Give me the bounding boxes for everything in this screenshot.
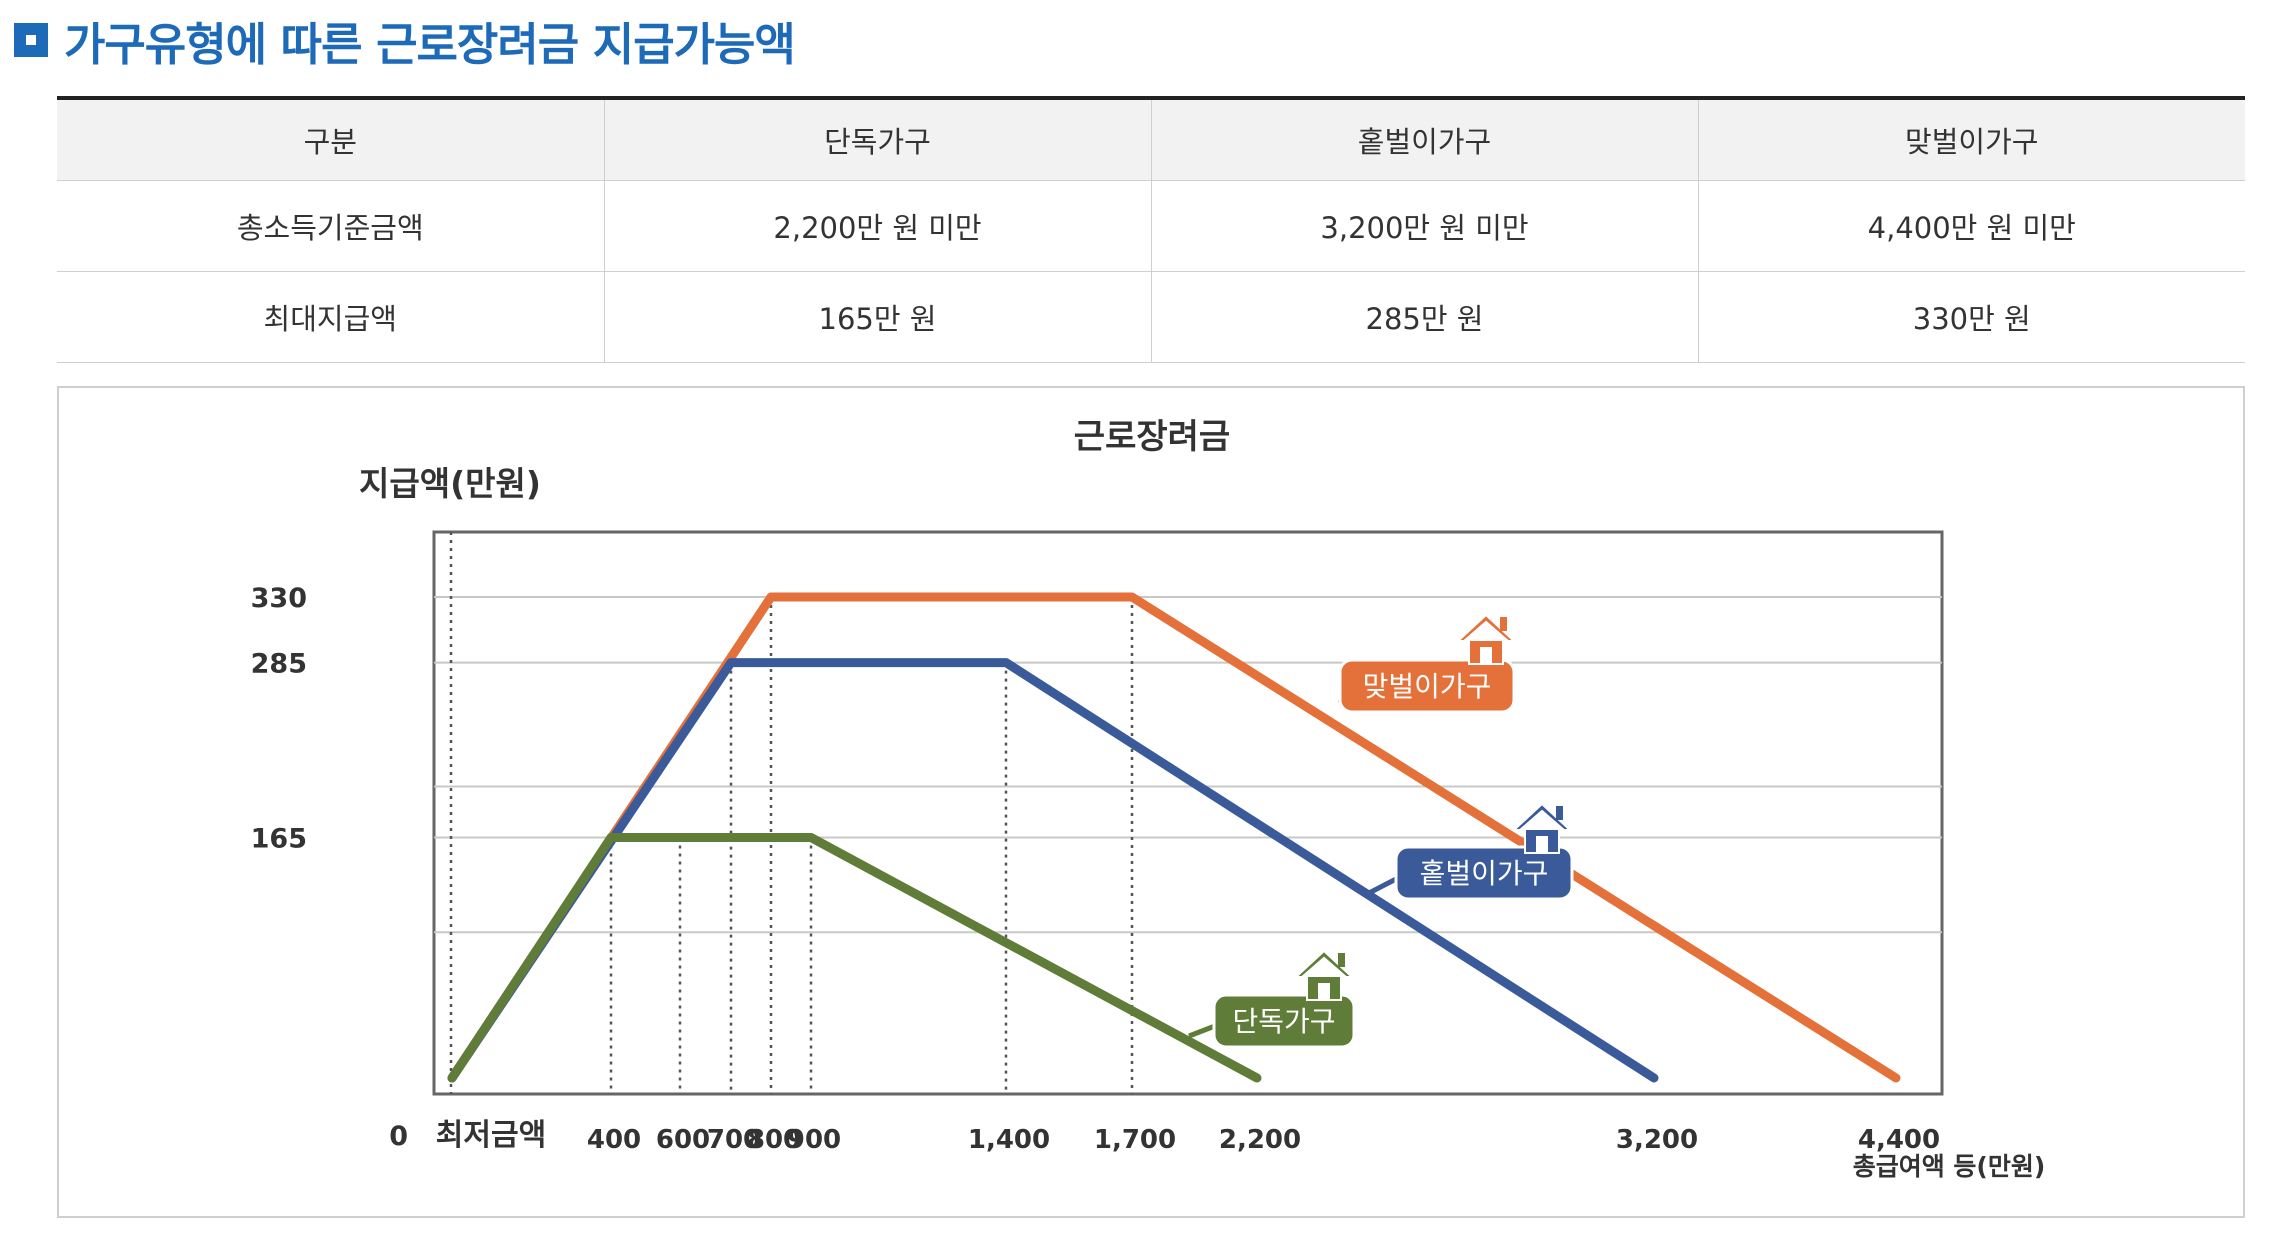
x-tick-label: 600	[656, 1125, 710, 1155]
series-label: 맞벌이가구	[1337, 613, 1517, 714]
x-axis-title: 총급여액 등(만원)	[1853, 1152, 2046, 1181]
leader-line	[1367, 875, 1400, 896]
row-label-income: 총소득기준금액	[57, 180, 604, 272]
x-tick-label: 700	[707, 1125, 761, 1155]
row-label-max-payment: 최대지급액	[57, 271, 604, 363]
house-roof	[1511, 802, 1573, 831]
plot-frame	[432, 530, 1944, 1096]
x-tick-label: 400	[587, 1125, 641, 1155]
series-label: 단독가구	[1188, 949, 1356, 1049]
house-chimney	[1338, 953, 1345, 967]
label-pill	[1338, 658, 1516, 714]
label-pill	[1394, 845, 1574, 901]
table-cell: 165만 원	[603, 271, 1151, 363]
table-cell: 2,200만 원 미만	[603, 180, 1151, 272]
x-tick-label: 3,200	[1616, 1125, 1698, 1155]
house-roof	[1455, 613, 1517, 642]
series-line	[447, 833, 1262, 1083]
house-chimney	[1556, 806, 1563, 820]
y-tick-label: 330	[251, 583, 307, 614]
x-tick-label: 800	[747, 1125, 801, 1155]
x-origin-label: 0	[389, 1121, 408, 1152]
header-single-earner: 홑벌이가구	[1150, 98, 1698, 181]
household-type-table: 구분 단독가구 홑벌이가구 맞벌이가구 총소득기준금액 2,200만 원 미만 …	[57, 96, 2245, 363]
x-min-label: 최저금액	[436, 1118, 546, 1153]
house-icon	[1455, 613, 1517, 665]
house-icon	[1293, 949, 1355, 1001]
table-cell: 330만 원	[1697, 271, 2245, 363]
table-cell: 3,200만 원 미만	[1150, 180, 1698, 272]
section-title: 가구유형에 따른 근로장려금 지급가능액	[14, 8, 796, 72]
house-roof	[1293, 949, 1355, 978]
series-name: 단독가구	[1232, 1005, 1335, 1038]
table-cell: 285만 원	[1150, 271, 1698, 363]
reference-lines	[449, 532, 1134, 1094]
x-tick-label: 1,700	[1094, 1125, 1176, 1155]
series-lines	[447, 592, 1901, 1083]
y-tick-label: 165	[251, 824, 307, 855]
leader-line	[1188, 1023, 1216, 1039]
series-name: 홑벌이가구	[1420, 857, 1549, 890]
y-tick-label: 285	[251, 649, 307, 680]
x-tick-label: 900	[787, 1125, 841, 1155]
house-icon	[1511, 802, 1573, 854]
table-header-row: 구분 단독가구 홑벌이가구 맞벌이가구	[57, 98, 2245, 181]
x-tick-label: 2,200	[1219, 1125, 1301, 1155]
series-label: 홑벌이가구	[1367, 802, 1574, 901]
y-axis-title: 지급액(만원)	[359, 464, 541, 503]
table-row: 총소득기준금액 2,200만 원 미만 3,200만 원 미만 4,400만 원…	[57, 180, 2245, 272]
house-door	[1318, 983, 1330, 1000]
chart-title: 근로장려금	[1074, 417, 1230, 457]
house-door	[1536, 836, 1548, 853]
label-pill	[1212, 993, 1356, 1049]
house-chimney	[1500, 617, 1507, 631]
table-row: 최대지급액 165만 원 285만 원 330만 원	[57, 271, 2245, 363]
header-single: 단독가구	[603, 98, 1151, 181]
header-category: 구분	[57, 98, 604, 181]
header-dual-earner: 맞벌이가구	[1697, 98, 2245, 181]
x-tick-label: 1,400	[968, 1125, 1050, 1155]
section-title-text: 가구유형에 따른 근로장려금 지급가능액	[64, 17, 796, 71]
square-bullet-icon	[14, 23, 48, 57]
series-name: 맞벌이가구	[1363, 670, 1492, 703]
x-tick-label: 4,400	[1858, 1125, 1940, 1155]
house-door	[1480, 647, 1492, 664]
table-cell: 4,400만 원 미만	[1697, 180, 2245, 272]
